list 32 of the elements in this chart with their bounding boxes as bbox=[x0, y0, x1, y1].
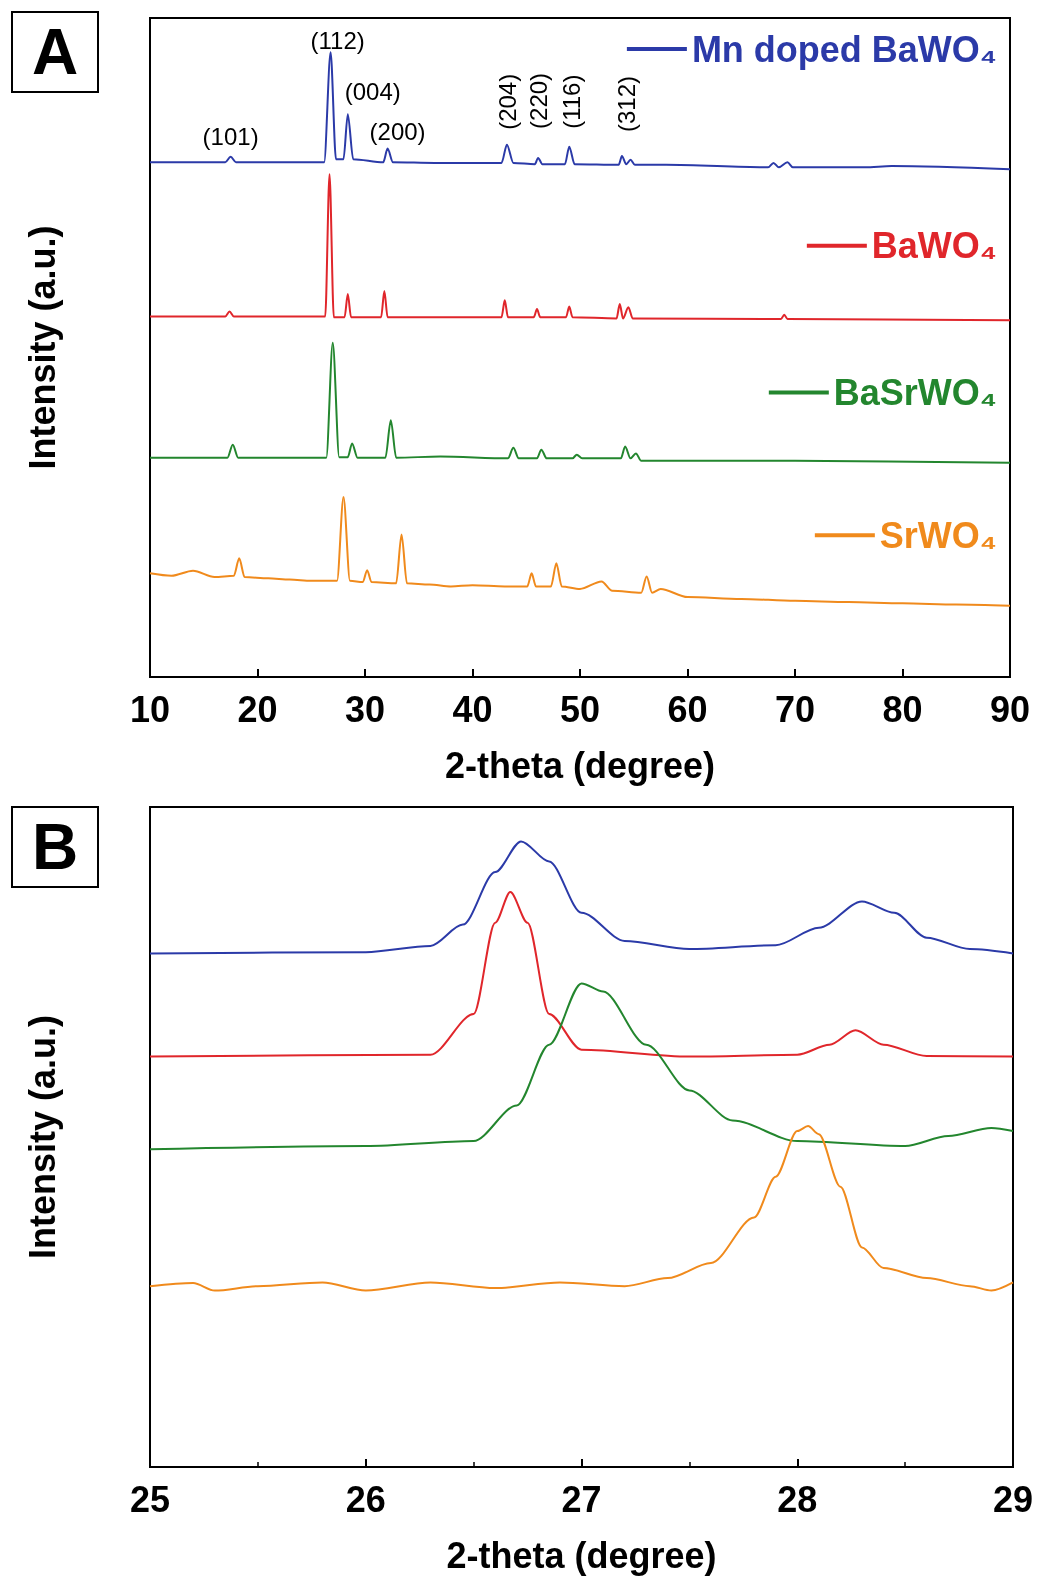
x-tick-label: 28 bbox=[777, 1478, 818, 1520]
x-tick-label: 25 bbox=[129, 1478, 171, 1520]
x-tick-label: 90 bbox=[989, 688, 1031, 730]
annotation: (204) bbox=[494, 73, 522, 130]
annotation: (312) bbox=[613, 76, 641, 133]
x-tick-label: 27 bbox=[561, 1478, 602, 1520]
y-axis-title: Intensity (a.u.) bbox=[21, 1014, 63, 1260]
annotation: (220) bbox=[524, 72, 552, 129]
x-axis-title: 2-theta (degree) bbox=[444, 744, 716, 786]
x-tick-label: 30 bbox=[344, 688, 386, 730]
x-tick-label: 26 bbox=[345, 1478, 386, 1520]
chart-title: B bbox=[32, 811, 79, 883]
annotation: (004) bbox=[344, 77, 401, 105]
x-tick-label: 20 bbox=[237, 688, 278, 730]
x-tick-label: 29 bbox=[992, 1478, 1034, 1520]
legend-label: BaSrWO₄ bbox=[833, 372, 998, 414]
legend-label: Mn doped BaWO₄ bbox=[691, 28, 997, 70]
x-tick-label: 40 bbox=[452, 688, 493, 730]
x-tick-label: 80 bbox=[882, 688, 923, 730]
legend-label: SrWO₄ bbox=[879, 514, 998, 556]
annotation: (112) bbox=[310, 26, 365, 54]
chart-title: A bbox=[32, 16, 79, 88]
y-axis-title: Intensity (a.u.) bbox=[21, 225, 63, 470]
annotation: (200) bbox=[369, 118, 426, 146]
x-axis-title: 2-theta (degree) bbox=[446, 1534, 717, 1576]
x-tick-label: 60 bbox=[667, 688, 708, 730]
annotation: (101) bbox=[202, 123, 259, 151]
x-tick-label: 70 bbox=[774, 688, 816, 730]
annotation: (116) bbox=[557, 74, 585, 129]
x-tick-label: 10 bbox=[129, 688, 171, 730]
x-tick-label: 50 bbox=[559, 688, 601, 730]
legend-label: BaWO₄ bbox=[871, 225, 997, 267]
